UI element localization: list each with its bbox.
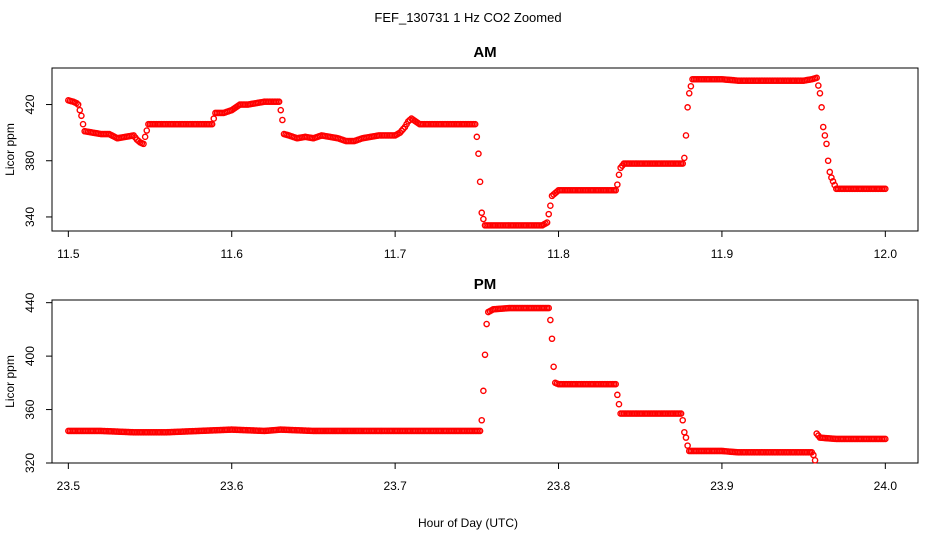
pm-data-points [65,304,889,464]
am-data-point [275,98,283,106]
am-x-tick-label: 11.9 [711,247,734,261]
pm-panel: PM 23.5 23.6 23.7 23.8 23.9 24.0 320 360 400 440 Li… [3,276,919,493]
am-data-point [819,123,827,131]
pm-x-tick-label: 24.0 [874,479,898,493]
figure-title: FEF_130731 1 Hz CO2 Zoomed [374,10,561,25]
am-data-point [210,115,218,122]
am-data-point [471,120,479,128]
pm-data-point [882,435,889,443]
am-data-point [882,185,889,193]
am-data-point [821,132,829,139]
pm-y-tick-label: 440 [23,292,37,312]
am-panel-title: AM [473,44,496,61]
pm-data-point [811,457,819,464]
am-data-point [828,174,835,181]
pm-x-tick-label: 23.5 [57,479,81,493]
am-y-tick-label: 420 [23,94,37,114]
am-data-point [818,104,825,111]
am-data-point [478,209,486,217]
pm-x-tick-label: 23.6 [220,479,244,493]
pm-data-point [480,387,487,395]
pm-y-tick-label: 400 [23,346,37,366]
pm-data-point [612,380,620,388]
am-data-point [76,106,84,114]
am-data-point [615,171,623,179]
am-data-point [473,133,481,141]
pm-data-point [478,416,486,424]
am-data-points [65,74,889,229]
am-data-point [816,89,824,97]
pm-data-point [679,416,687,424]
am-data-point [547,202,554,210]
am-data-point [823,140,830,148]
pm-x-tick-label: 23.8 [547,479,571,493]
am-x-tick-label: 11.8 [547,247,570,261]
pm-data-point [481,351,489,359]
am-data-point [78,112,85,120]
am-x-tick-label: 11.7 [384,247,407,261]
am-data-point [824,157,832,165]
pm-data-point [483,320,490,328]
am-y-tick-label: 380 [23,150,37,170]
am-data-point [480,215,487,223]
am-data-point [74,101,82,108]
am-data-point [679,160,687,167]
pm-data-point [550,363,557,371]
pm-data-point [677,410,685,417]
am-data-point [475,150,482,158]
am-data-point [476,178,484,186]
am-data-point [141,133,149,141]
am-data-point [545,210,553,218]
pm-data-point [545,304,553,312]
am-data-point [826,168,834,176]
am-data-point [813,74,820,82]
pm-data-point [681,428,688,436]
pm-data-point [476,427,484,435]
pm-data-point [682,434,690,441]
pm-x-tick-label: 23.9 [710,479,734,493]
am-y-axis-label: Licor ppm [3,123,17,176]
am-x-tick-label: 11.5 [57,247,80,261]
am-plot-frame [51,67,919,232]
pm-data-point [614,391,621,399]
pm-data-point [615,400,623,408]
pm-data-point [548,335,556,343]
am-y-tick-label: 340 [23,207,37,227]
x-axis-label: Hour of Day (UTC) [418,516,518,530]
am-data-point [140,140,147,148]
am-data-point [687,82,695,90]
am-x-tick-label: 11.6 [221,247,244,261]
am-data-point [681,154,688,162]
am-data-point [831,181,838,189]
am-data-point [684,104,691,111]
am-data-point [143,127,151,134]
pm-y-tick-label: 360 [23,399,37,419]
am-data-point [682,132,690,139]
am-data-point [815,82,822,89]
am-data-point [277,106,285,114]
am-x-tick-label: 12.0 [874,247,898,261]
am-data-point [614,181,621,188]
pm-data-point [547,316,554,324]
am-data-point [612,186,620,194]
pm-data-point [684,442,691,449]
am-data-point [79,120,87,128]
am-data-point [685,89,693,97]
pm-x-tick-label: 23.7 [383,479,407,493]
pm-plot-frame [51,299,919,464]
am-data-point [208,120,216,128]
pm-panel-title: PM [474,276,497,293]
pm-y-axis-label: Licor ppm [3,355,17,408]
am-panel: AM 11.5 11.6 11.7 11.8 11.9 12.0 340 380 420 Licor… [3,44,919,261]
pm-y-tick-label: 320 [23,453,37,473]
am-data-point [279,116,286,124]
am-data-point [543,219,551,226]
